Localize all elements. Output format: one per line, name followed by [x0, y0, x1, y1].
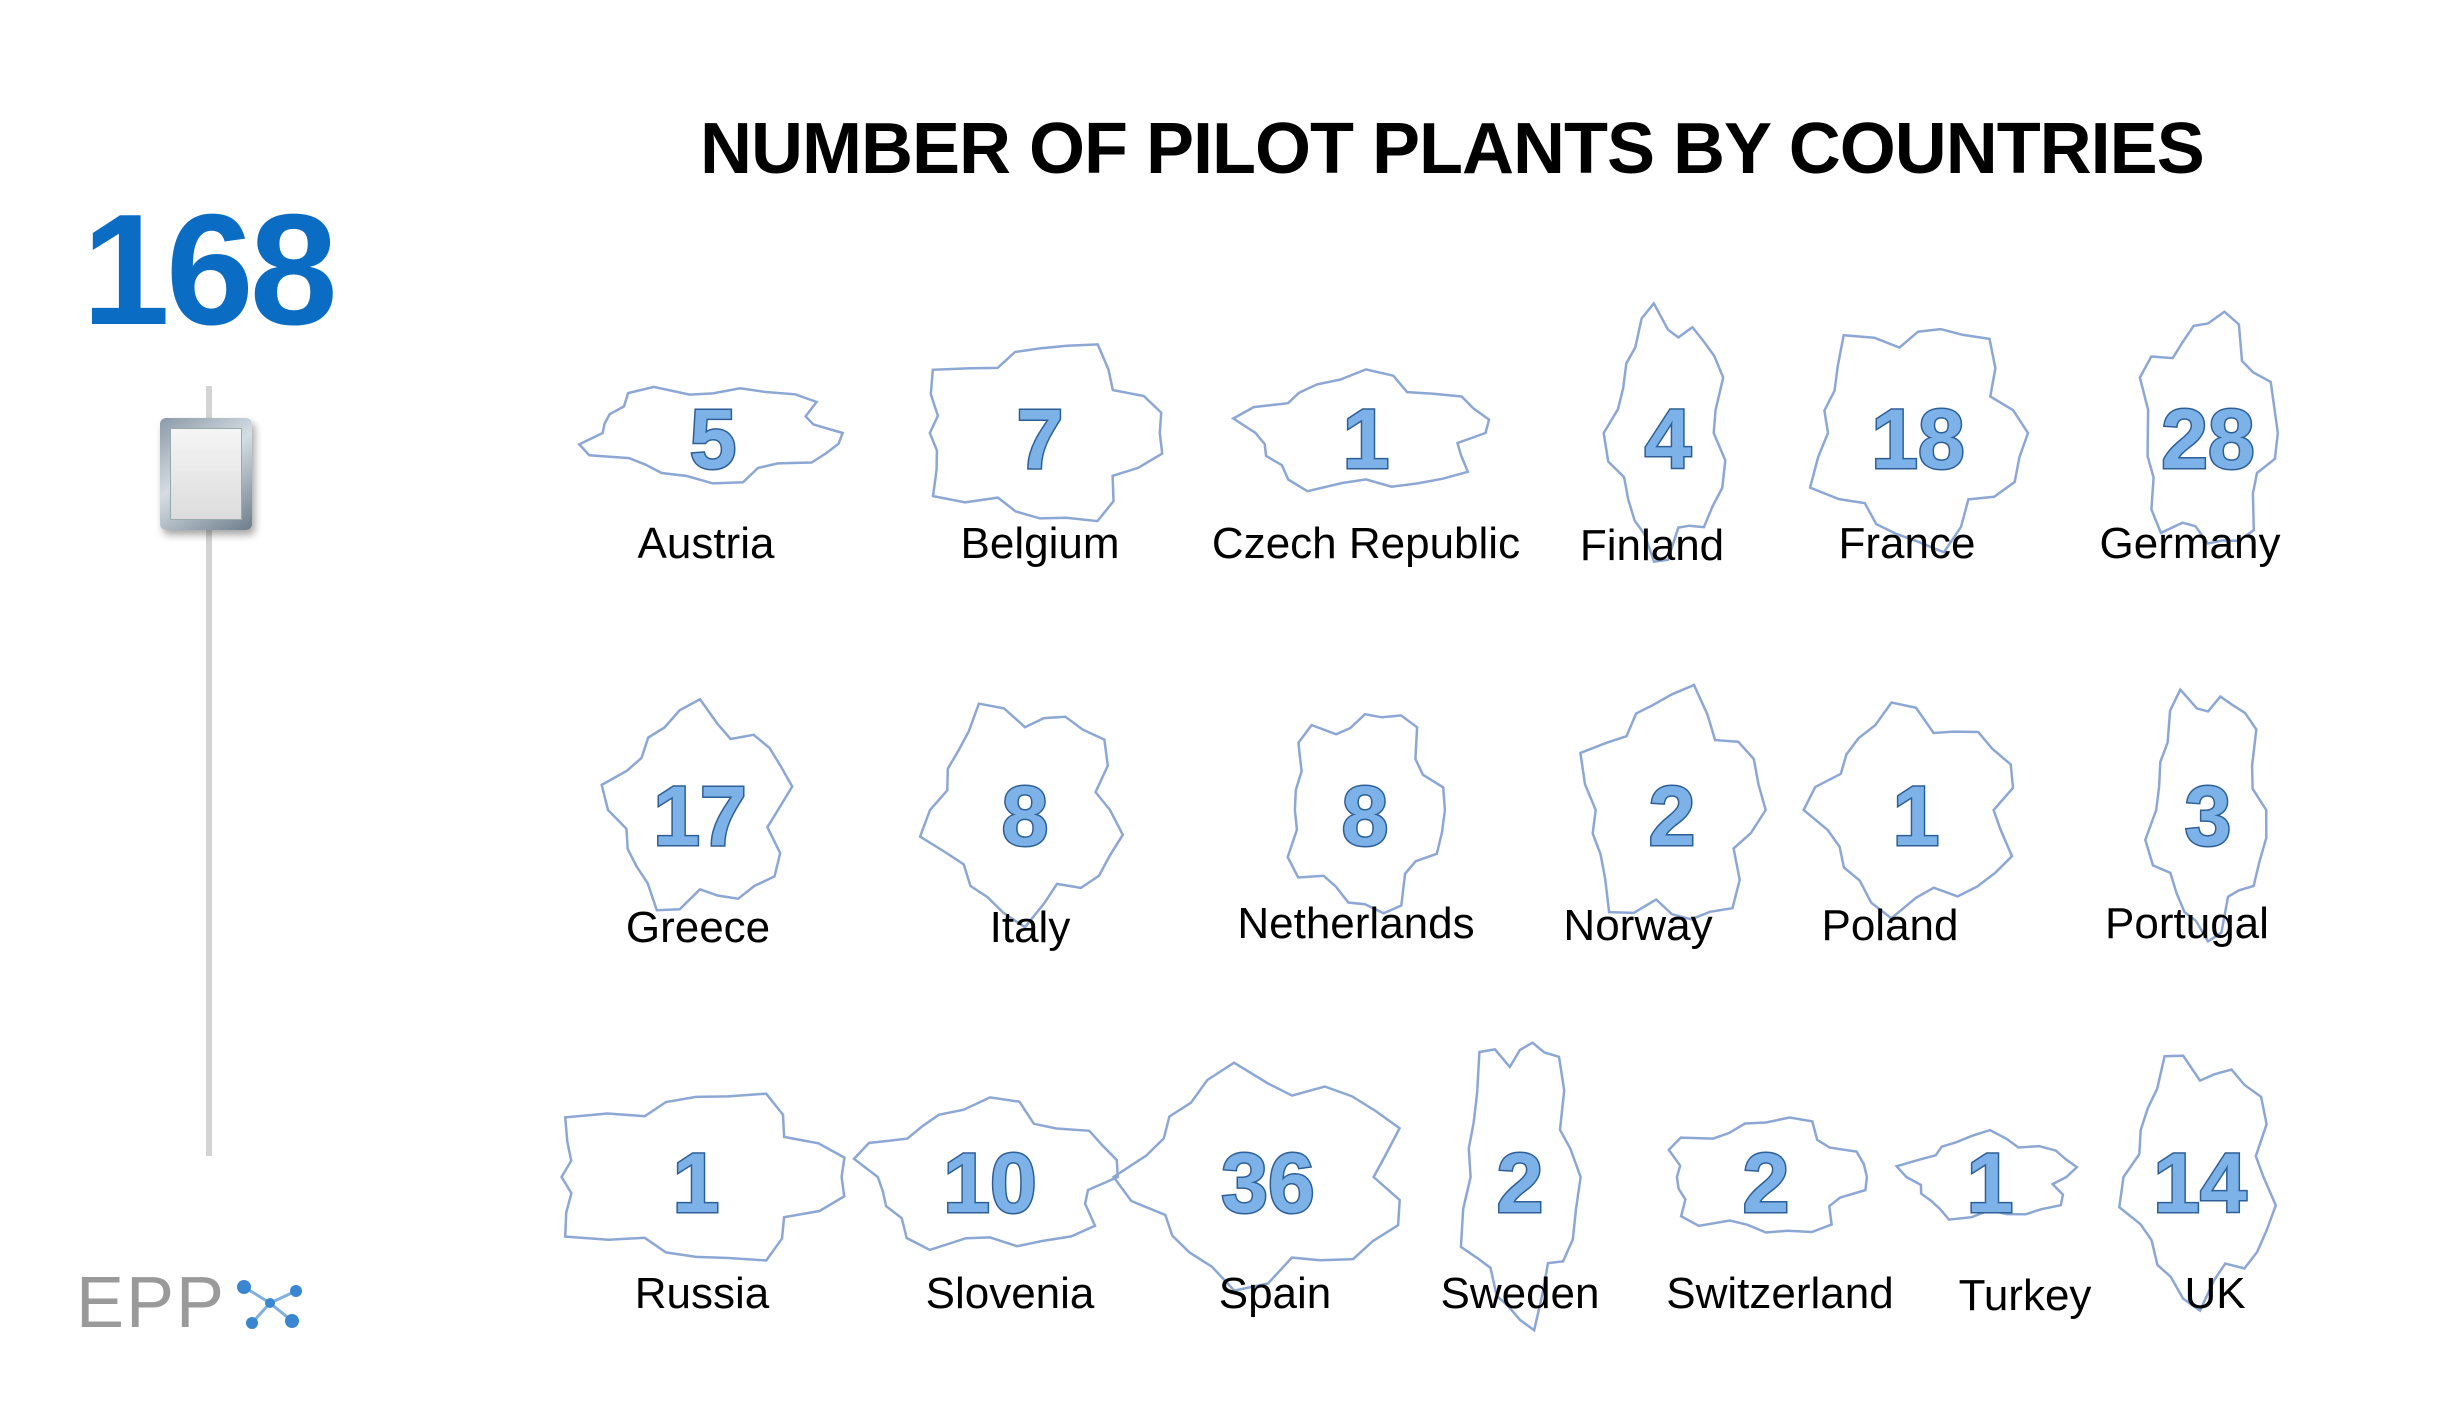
country-count: 14: [2153, 1136, 2247, 1230]
country-name: Norway: [1563, 901, 1712, 950]
country-count: 4: [1645, 392, 1692, 486]
slider-track[interactable]: [206, 386, 212, 1156]
country-tile-austria: 5 Austria: [577, 385, 845, 568]
country-outline-turkey: [1894, 1128, 2079, 1221]
country-count: 1: [1967, 1136, 2014, 1230]
country-count: 1: [673, 1136, 720, 1230]
country-outline-norway: [1579, 683, 1768, 921]
country-count: 1: [1893, 769, 1940, 863]
country-count: 8: [1002, 769, 1049, 863]
country-count: 36: [1221, 1136, 1314, 1230]
country-tile-czech-republic: 1 Czech Republic: [1212, 368, 1520, 568]
network-icon: [237, 1280, 303, 1329]
total-count: 168: [82, 182, 338, 358]
country-name: Belgium: [961, 519, 1120, 568]
country-outline-germany: [2138, 310, 2280, 545]
country-outline-uk: [2117, 1054, 2278, 1313]
country-tile-poland: 1 Poland: [1802, 701, 2015, 950]
country-tile-russia: 1 Russia: [560, 1092, 846, 1318]
country-name: Greece: [626, 903, 770, 952]
country-name: Netherlands: [1237, 899, 1474, 948]
country-outline-spain: [1111, 1061, 1402, 1292]
country-name: Poland: [1821, 901, 1958, 950]
country-tile-turkey: 1 Turkey: [1894, 1128, 2092, 1320]
country-outline-france: [1808, 327, 2030, 554]
country-name: France: [1839, 519, 1976, 568]
country-count: 17: [653, 769, 746, 863]
country-name: Switzerland: [1666, 1269, 1893, 1318]
country-outline-poland: [1802, 701, 2015, 920]
country-outline-portugal: [2143, 687, 2268, 944]
country-tile-france: 18 France: [1808, 327, 2030, 568]
country-name: Russia: [635, 1269, 770, 1318]
country-outline-slovenia: [852, 1096, 1120, 1252]
logo: EPP: [76, 1263, 310, 1343]
country-tile-greece: 17 Greece: [600, 697, 794, 952]
country-tile-belgium: 7 Belgium: [928, 343, 1164, 568]
country-name: Slovenia: [926, 1269, 1095, 1318]
country-tile-italy: 8 Italy: [918, 702, 1125, 952]
country-outline-italy: [918, 702, 1125, 929]
slider-handle[interactable]: [160, 418, 252, 530]
country-name: UK: [2184, 1269, 2245, 1318]
country-name: Finland: [1580, 521, 1724, 570]
country-tile-portugal: 3 Portugal: [2105, 687, 2269, 948]
country-count: 18: [1871, 392, 1964, 486]
country-tile-uk: 14 UK: [2117, 1054, 2278, 1318]
country-tile-sweden: 2 Sweden: [1440, 1041, 1600, 1333]
chart-title: NUMBER OF PILOT PLANTS BY COUNTRIES: [700, 109, 2205, 189]
country-outline-sweden: [1459, 1041, 1582, 1333]
country-count: 3: [2185, 769, 2232, 863]
country-tile-spain: 36 Spain: [1111, 1061, 1402, 1318]
country-count: 7: [1017, 392, 1064, 486]
country-name: Austria: [638, 519, 775, 568]
country-tile-netherlands: 8 Netherlands: [1237, 712, 1475, 948]
country-count: 5: [690, 392, 737, 486]
country-outline-austria: [577, 385, 845, 485]
country-count: 2: [1497, 1136, 1544, 1230]
country-count: 2: [1649, 769, 1696, 863]
country-outline-netherlands: [1286, 712, 1447, 915]
country-outline-finland: [1602, 301, 1727, 563]
country-tile-slovenia: 10 Slovenia: [852, 1096, 1120, 1318]
country-name: Sweden: [1440, 1269, 1599, 1318]
country-name: Italy: [990, 903, 1071, 952]
country-count: 2: [1743, 1136, 1790, 1230]
country-name: Portugal: [2105, 899, 2269, 948]
country-outline-switzerland: [1667, 1116, 1869, 1234]
country-count: 10: [943, 1136, 1036, 1230]
country-name: Turkey: [1959, 1271, 2092, 1320]
country-count: 28: [2161, 392, 2254, 486]
country-tile-switzerland: 2 Switzerland: [1666, 1116, 1894, 1318]
country-name: Spain: [1219, 1269, 1332, 1318]
country-name: Germany: [2100, 519, 2281, 568]
country-tile-germany: 28 Germany: [2100, 310, 2281, 568]
country-tile-norway: 2 Norway: [1563, 683, 1768, 950]
country-outline-belgium: [928, 343, 1164, 523]
country-outline-russia: [560, 1092, 846, 1262]
country-outline-greece: [600, 697, 794, 912]
country-count: 8: [1342, 769, 1389, 863]
logo-text: EPP: [76, 1263, 227, 1343]
country-count: 1: [1343, 392, 1390, 486]
country-tile-finland: 4 Finland: [1580, 301, 1727, 570]
country-name: Czech Republic: [1212, 519, 1520, 568]
country-outline-czech-republic: [1230, 368, 1491, 493]
